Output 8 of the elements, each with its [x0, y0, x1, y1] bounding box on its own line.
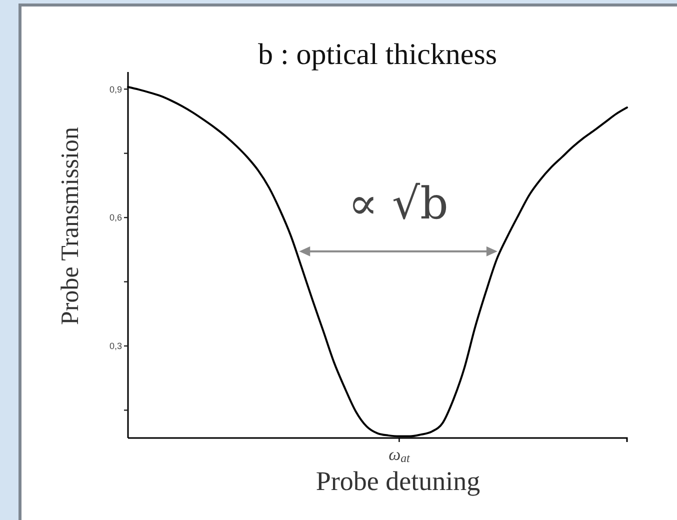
y-tick-label: 0,3 — [109, 341, 122, 352]
x-axis-title: Probe detuning — [316, 466, 480, 496]
chart-title: b : optical thickness — [258, 38, 498, 71]
x-tick-label: ω$_{at}$ — [388, 445, 411, 466]
y-axis-title: Probe Transmission — [57, 126, 84, 325]
y-tick-label: 0,6 — [109, 212, 122, 223]
y-tick-label: 0,9 — [109, 84, 122, 94]
annotation: ∝ √b — [348, 178, 448, 230]
